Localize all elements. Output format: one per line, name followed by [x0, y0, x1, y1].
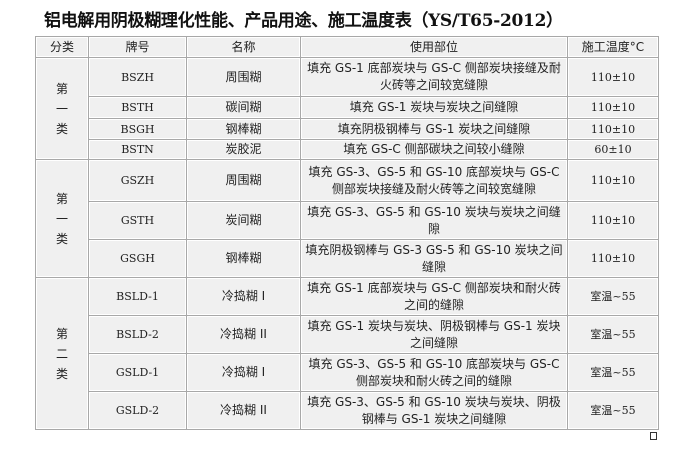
header-name: 名称: [186, 36, 301, 58]
usage-cell: 填充 GS-3、GS-5 和 GS-10 炭块与炭块之间缝隙: [300, 201, 568, 240]
header-code: 牌号: [88, 36, 187, 58]
name-cell: 碳间糊: [186, 96, 301, 119]
usage-cell: 填充 GS-C 侧部碳块之间较小缝隙: [300, 139, 568, 160]
name-cell: 冷捣糊 I: [186, 277, 301, 316]
table-row: BSTH 碳间糊 填充 GS-1 炭块与炭块之间缝隙 110±10: [36, 96, 659, 119]
name-cell: 冷捣糊 I: [186, 353, 301, 392]
code-cell: GSTH: [88, 201, 187, 240]
category-cell: 第一类: [35, 57, 89, 160]
table-row: 第一类 GSZH 周围糊 填充 GS-3、GS-5 和 GS-10 底部炭块与 GS-…: [35, 159, 659, 278]
name-cell: 炭间糊: [186, 201, 301, 240]
name-cell: 冷捣糊 II: [186, 315, 301, 354]
page-title: 铝电解用阴极糊理化性能、产品用途、施工温度表（YS/T65-2012）: [44, 11, 563, 31]
table-row: BSLD-2 冷捣糊 II 填充 GS-1 炭块与炭块、阴极钢棒与 GS-1 炭块之…: [36, 315, 659, 354]
header-category: 分类: [35, 36, 89, 58]
code-cell: BSZH: [88, 57, 187, 97]
table-row: 第二类 BSLD-1 冷捣糊 I 填充 GS-1 底部炭块与 GS-C 侧部炭块和耐火…: [35, 277, 659, 430]
code-cell: GSLD-2: [88, 391, 187, 430]
category-cell: 第一类: [35, 159, 89, 278]
temp-cell: 室温~55: [567, 391, 659, 430]
code-cell: BSTH: [88, 96, 187, 119]
name-cell: 冷捣糊 II: [186, 391, 301, 430]
table-row: GSLD-2 冷捣糊 II 填充 GS-3、GS-5 和 GS-10 炭块与炭块、阴…: [36, 391, 659, 430]
usage-cell: 填充 GS-3、GS-5 和 GS-10 底部炭块与 GS-C 侧部炭块接缝及耐…: [300, 159, 568, 202]
cathode-paste-table: 分类 牌号 名称 使用部位 施工温度°C 第一类 BSZH 周围糊 填充 GS-1 底…: [35, 36, 659, 430]
temp-cell: 室温~55: [567, 277, 659, 316]
table-row: GSTH 炭间糊 填充 GS-3、GS-5 和 GS-10 炭块与炭块之间缝隙 110…: [36, 201, 659, 240]
temp-cell: 110±10: [567, 57, 659, 97]
code-cell: BSLD-2: [88, 315, 187, 354]
name-cell: 周围糊: [186, 57, 301, 97]
usage-cell: 填充 GS-1 底部炭块与 GS-C 侧部炭块和耐火砖之间的缝隙: [300, 277, 568, 316]
usage-cell: 填充 GS-1 底部炭块与 GS-C 侧部炭块接缝及耐火砖等之间较宽缝隙: [300, 57, 568, 97]
code-cell: BSLD-1: [88, 277, 187, 316]
header-row: 分类 牌号 名称 使用部位 施工温度°C: [35, 36, 659, 58]
usage-cell: 填充 GS-1 炭块与炭块、阴极钢棒与 GS-1 炭块之间缝隙: [300, 315, 568, 354]
usage-cell: 填充 GS-3、GS-5 和 GS-10 底部炭块与 GS-C 侧部炭块和耐火砖…: [300, 353, 568, 392]
table-row: GSLD-1 冷捣糊 I 填充 GS-3、GS-5 和 GS-10 底部炭块与 GS…: [36, 353, 659, 392]
table-row: BSTN 炭胶泥 填充 GS-C 侧部碳块之间较小缝隙 60±10: [36, 139, 659, 160]
code-cell: GSZH: [88, 159, 187, 202]
code-cell: GSLD-1: [88, 353, 187, 392]
table-row: BSGH 钢棒糊 填充阴极钢棒与 GS-1 炭块之间缝隙 110±10: [36, 118, 659, 140]
usage-cell: 填充阴极钢棒与 GS-1 炭块之间缝隙: [300, 118, 568, 140]
code-cell: BSTN: [88, 139, 187, 160]
usage-cell: 填充 GS-3、GS-5 和 GS-10 炭块与炭块、阴极钢棒与 GS-1 炭块…: [300, 391, 568, 430]
temp-cell: 110±10: [567, 159, 659, 202]
temp-cell: 110±10: [567, 239, 659, 278]
table-row: 第一类 BSZH 周围糊 填充 GS-1 底部炭块与 GS-C 侧部炭块接缝及耐火砖等…: [35, 57, 659, 160]
temp-cell: 110±10: [567, 118, 659, 140]
name-cell: 周围糊: [186, 159, 301, 202]
table-resize-handle[interactable]: [650, 432, 657, 440]
temp-cell: 室温~55: [567, 315, 659, 354]
table-row: GSGH 钢棒糊 填充阴极钢棒与 GS-3 GS-5 和 GS-10 炭块之间缝隙 1…: [36, 239, 659, 278]
usage-cell: 填充 GS-1 炭块与炭块之间缝隙: [300, 96, 568, 119]
temp-cell: 室温~55: [567, 353, 659, 392]
temp-cell: 110±10: [567, 201, 659, 240]
header-temp: 施工温度°C: [567, 36, 659, 58]
category-label: 第一类: [55, 191, 68, 246]
header-usage: 使用部位: [300, 36, 568, 58]
name-cell: 钢棒糊: [186, 239, 301, 278]
name-cell: 炭胶泥: [186, 139, 301, 160]
usage-cell: 填充阴极钢棒与 GS-3 GS-5 和 GS-10 炭块之间缝隙: [300, 239, 568, 278]
temp-cell: 110±10: [567, 96, 659, 119]
category-label: 第一类: [55, 81, 68, 136]
category-label: 第二类: [55, 326, 68, 381]
code-cell: GSGH: [88, 239, 187, 278]
name-cell: 钢棒糊: [186, 118, 301, 140]
temp-cell: 60±10: [567, 139, 659, 160]
code-cell: BSGH: [88, 118, 187, 140]
category-cell: 第二类: [35, 277, 89, 430]
